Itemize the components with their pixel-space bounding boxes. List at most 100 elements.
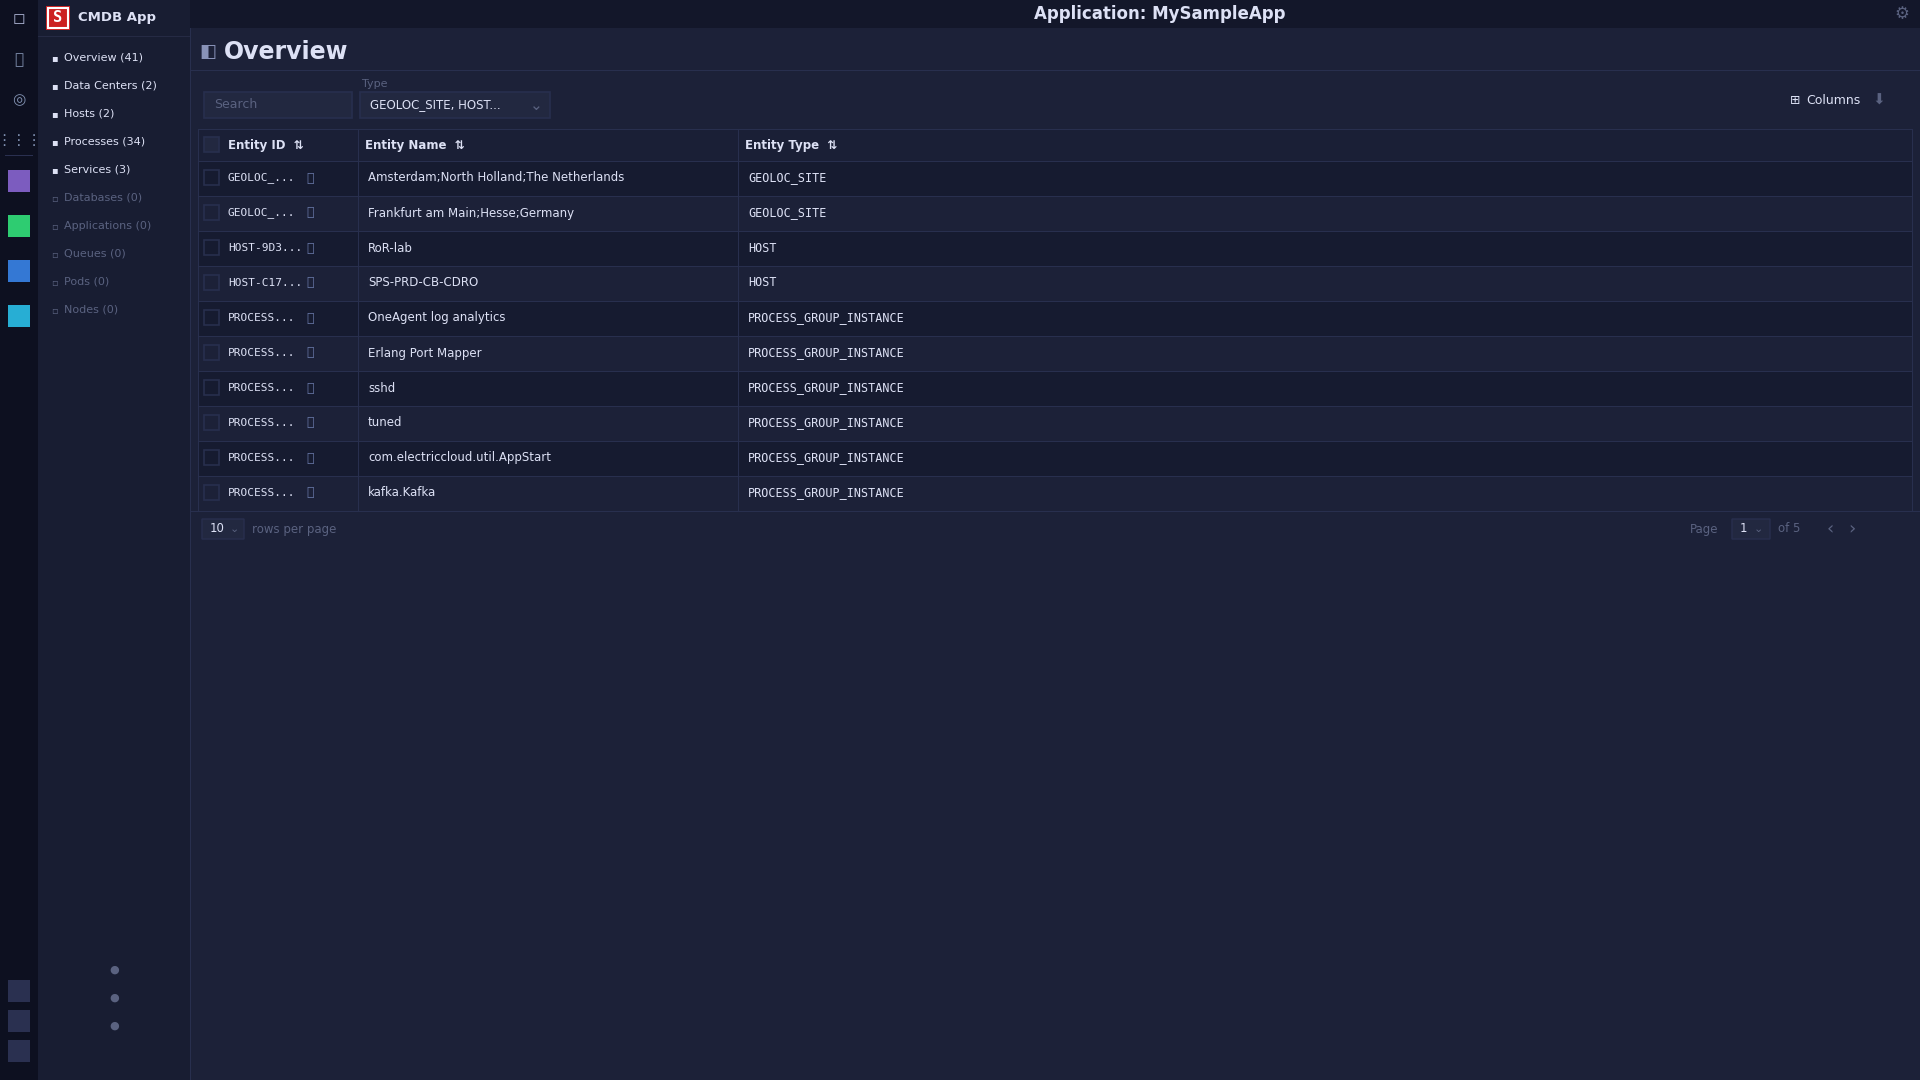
Text: PROCESS_GROUP_INSTANCE: PROCESS_GROUP_INSTANCE — [749, 486, 904, 499]
Text: GEOLOC_...: GEOLOC_... — [228, 207, 296, 218]
Text: CMDB App: CMDB App — [79, 12, 156, 25]
Bar — [8, 260, 31, 282]
Bar — [48, 8, 67, 28]
FancyBboxPatch shape — [204, 485, 219, 500]
Text: ⤢: ⤢ — [305, 381, 313, 394]
Text: ⤢: ⤢ — [305, 206, 313, 219]
Text: ⌄: ⌄ — [530, 97, 541, 112]
Text: ●: ● — [109, 993, 119, 1003]
Text: ⬇: ⬇ — [1872, 93, 1885, 108]
Text: PROCESS...: PROCESS... — [228, 453, 296, 463]
Text: Type: Type — [363, 79, 388, 89]
Text: HOST: HOST — [749, 276, 776, 289]
Text: PROCESS_GROUP_INSTANCE: PROCESS_GROUP_INSTANCE — [749, 381, 904, 394]
Text: Services (3): Services (3) — [63, 165, 131, 175]
Bar — [198, 231, 1912, 266]
Text: Data Centers (2): Data Centers (2) — [63, 81, 157, 91]
Bar — [8, 980, 31, 1002]
Bar — [198, 161, 1912, 195]
Bar — [198, 336, 1912, 372]
Text: GEOLOC_SITE: GEOLOC_SITE — [749, 206, 826, 219]
Text: PROCESS...: PROCESS... — [228, 488, 296, 498]
Text: ⤢: ⤢ — [305, 172, 313, 185]
Text: ▪: ▪ — [50, 81, 58, 91]
Text: ⤢: ⤢ — [305, 451, 313, 464]
Bar — [198, 301, 1912, 336]
Bar — [38, 0, 190, 1080]
Text: rows per page: rows per page — [252, 523, 336, 536]
Text: 🔍: 🔍 — [15, 53, 23, 67]
Bar — [198, 266, 1912, 301]
Text: GEOLOC_...: GEOLOC_... — [228, 173, 296, 184]
Text: HOST: HOST — [749, 242, 776, 255]
Text: PROCESS_GROUP_INSTANCE: PROCESS_GROUP_INSTANCE — [749, 451, 904, 464]
Text: PROCESS_GROUP_INSTANCE: PROCESS_GROUP_INSTANCE — [749, 311, 904, 324]
FancyBboxPatch shape — [1732, 519, 1770, 539]
Text: ●: ● — [109, 966, 119, 975]
Text: sshd: sshd — [369, 381, 396, 394]
Text: ◻: ◻ — [13, 12, 25, 27]
Text: ‹: ‹ — [1826, 519, 1834, 538]
Text: PROCESS_GROUP_INSTANCE: PROCESS_GROUP_INSTANCE — [749, 347, 904, 360]
Text: ▫: ▫ — [50, 221, 58, 231]
Text: ⤢: ⤢ — [305, 242, 313, 255]
Text: ◎: ◎ — [12, 93, 25, 108]
Text: ⊞: ⊞ — [1789, 94, 1801, 107]
Text: RoR-lab: RoR-lab — [369, 242, 413, 255]
Text: Page: Page — [1690, 523, 1718, 536]
Bar — [8, 1040, 31, 1062]
Text: tuned: tuned — [369, 417, 403, 430]
Bar — [190, 0, 1920, 28]
Text: Erlang Port Mapper: Erlang Port Mapper — [369, 347, 482, 360]
Text: of 5: of 5 — [1778, 523, 1801, 536]
Bar — [198, 406, 1912, 441]
FancyBboxPatch shape — [204, 240, 219, 255]
Bar — [8, 215, 31, 237]
FancyBboxPatch shape — [204, 450, 219, 465]
Bar — [0, 0, 38, 1080]
Text: ▫: ▫ — [50, 193, 58, 203]
Text: Queues (0): Queues (0) — [63, 249, 125, 259]
Text: PROCESS...: PROCESS... — [228, 418, 296, 428]
Bar — [8, 1010, 31, 1032]
Text: ●: ● — [109, 1021, 119, 1031]
Text: Application: MySampleApp: Application: MySampleApp — [1035, 5, 1286, 23]
Text: PROCESS...: PROCESS... — [228, 313, 296, 323]
Text: HOST-9D3...: HOST-9D3... — [228, 243, 301, 253]
Text: ⌄: ⌄ — [1755, 524, 1763, 534]
Bar — [8, 305, 31, 327]
FancyBboxPatch shape — [204, 205, 219, 220]
Text: ⤢: ⤢ — [305, 486, 313, 499]
Text: PROCESS...: PROCESS... — [228, 348, 296, 357]
Text: ▫: ▫ — [50, 305, 58, 315]
Text: Processes (34): Processes (34) — [63, 137, 146, 147]
Text: ▪: ▪ — [50, 109, 58, 119]
Bar — [198, 441, 1912, 476]
Text: GEOLOC_SITE, HOST...: GEOLOC_SITE, HOST... — [371, 98, 501, 111]
Text: ▪: ▪ — [50, 137, 58, 147]
Bar — [198, 372, 1912, 406]
Text: Pods (0): Pods (0) — [63, 276, 109, 287]
Text: ⤢: ⤢ — [305, 417, 313, 430]
Text: PROCESS...: PROCESS... — [228, 383, 296, 393]
Text: ▪: ▪ — [50, 165, 58, 175]
Text: ⤢: ⤢ — [305, 311, 313, 324]
Text: Applications (0): Applications (0) — [63, 221, 152, 231]
FancyBboxPatch shape — [204, 92, 351, 118]
Text: Hosts (2): Hosts (2) — [63, 109, 115, 119]
Bar — [190, 511, 1920, 546]
Text: Overview: Overview — [225, 40, 349, 64]
FancyBboxPatch shape — [361, 92, 549, 118]
Text: Databases (0): Databases (0) — [63, 193, 142, 203]
Text: HOST-C17...: HOST-C17... — [228, 278, 301, 288]
FancyBboxPatch shape — [202, 519, 244, 539]
Text: ◧: ◧ — [200, 43, 217, 60]
Text: Columns: Columns — [1807, 94, 1860, 107]
Text: 10: 10 — [209, 523, 225, 536]
FancyBboxPatch shape — [204, 137, 219, 152]
Text: Entity Name  ⇅: Entity Name ⇅ — [365, 138, 465, 151]
Text: Nodes (0): Nodes (0) — [63, 305, 119, 315]
Text: ›: › — [1849, 519, 1855, 538]
FancyBboxPatch shape — [204, 345, 219, 360]
Text: Entity ID  ⇅: Entity ID ⇅ — [228, 138, 303, 151]
